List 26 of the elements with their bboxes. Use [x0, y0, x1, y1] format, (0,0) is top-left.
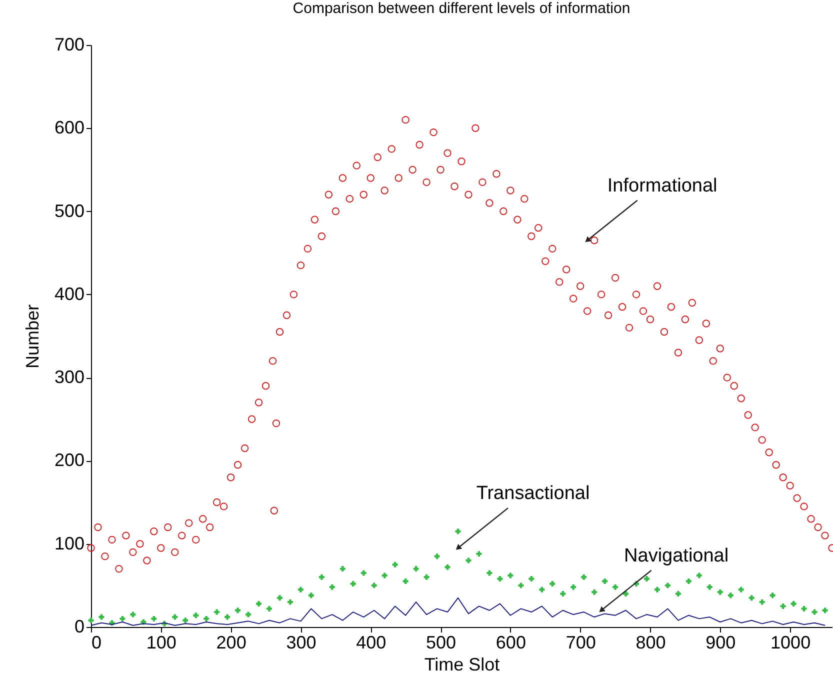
chart-title: Comparison between different levels of information [292, 0, 630, 17]
y-tick-label: 700 [54, 34, 84, 54]
x-tick-label: 500 [426, 632, 456, 652]
annotation: Transactional [476, 483, 590, 504]
x-tick-label: 200 [216, 632, 246, 652]
x-tick-label: 0 [92, 632, 102, 652]
y-tick-label: 0 [74, 616, 84, 636]
x-tick-label: 300 [286, 632, 316, 652]
y-axis-title: Number [22, 304, 42, 369]
x-tick-label: 100 [146, 632, 176, 652]
x-tick-label: 700 [566, 632, 596, 652]
x-tick-label: 600 [496, 632, 526, 652]
annotation: Informational [607, 175, 718, 196]
y-tick-label: 600 [54, 118, 84, 138]
x-tick-label: 800 [636, 632, 666, 652]
x-tick-label: 400 [356, 632, 386, 652]
y-tick-label: 200 [54, 450, 84, 470]
x-tick-label: 900 [706, 632, 736, 652]
x-axis-title: Time Slot [424, 654, 500, 674]
y-tick-label: 100 [54, 533, 84, 554]
x-tick-label: 1000 [770, 632, 811, 652]
annotation: Navigational [624, 545, 729, 566]
y-tick-label: 500 [54, 200, 84, 221]
line-series [90, 597, 826, 626]
y-tick-label: 300 [54, 367, 84, 388]
y-tick-label: 400 [54, 284, 84, 304]
